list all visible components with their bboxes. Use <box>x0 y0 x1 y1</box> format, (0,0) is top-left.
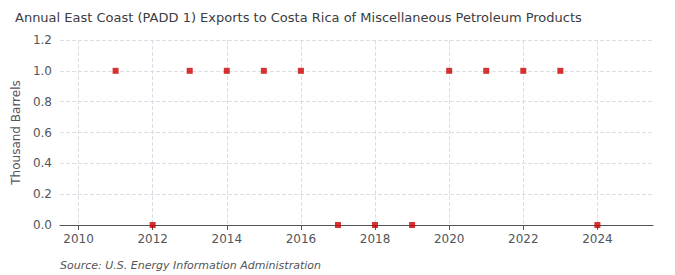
svg-text:Source: U.S. Energy Informatio: Source: U.S. Energy Information Administ… <box>60 259 321 272</box>
svg-text:2012: 2012 <box>137 232 168 246</box>
svg-text:2018: 2018 <box>360 232 391 246</box>
svg-text:0.0: 0.0 <box>33 218 52 232</box>
svg-text:2022: 2022 <box>508 232 539 246</box>
svg-text:0.8: 0.8 <box>33 95 52 109</box>
svg-text:2024: 2024 <box>582 232 613 246</box>
svg-text:0.4: 0.4 <box>33 156 52 170</box>
svg-text:0.6: 0.6 <box>33 126 52 140</box>
svg-text:Annual East Coast (PADD 1) Exp: Annual East Coast (PADD 1) Exports to Co… <box>15 10 582 25</box>
svg-text:2020: 2020 <box>434 232 465 246</box>
svg-text:2014: 2014 <box>212 232 243 246</box>
svg-text:2010: 2010 <box>63 232 94 246</box>
svg-text:1.2: 1.2 <box>33 33 52 47</box>
svg-text:0.2: 0.2 <box>33 187 52 201</box>
svg-text:Thousand Barrels: Thousand Barrels <box>9 80 23 185</box>
svg-text:2016: 2016 <box>286 232 317 246</box>
svg-text:1.0: 1.0 <box>33 64 52 78</box>
